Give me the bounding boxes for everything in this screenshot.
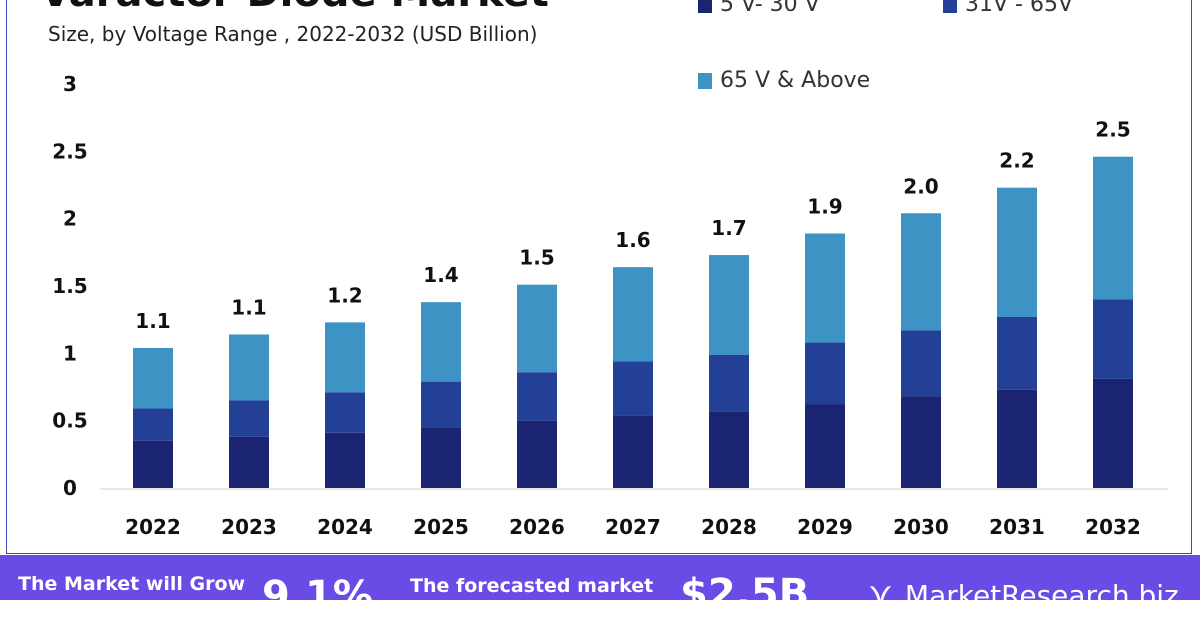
- bar-total-label: 1.1: [231, 295, 266, 319]
- bar-segment: [613, 415, 653, 488]
- forecast-label: The forecasted market: [410, 575, 654, 597]
- x-tick-label: 2027: [605, 515, 661, 539]
- bar-segment: [805, 404, 845, 488]
- bar-segment: [133, 440, 173, 488]
- chart-subtitle: Size, by Voltage Range , 2022-2032 (USD …: [48, 22, 538, 46]
- legend-swatch: [698, 0, 712, 13]
- grow-label: The Market will Grow: [18, 573, 246, 595]
- bar-segment: [805, 233, 845, 343]
- forecast-value: $2.5B: [680, 571, 810, 617]
- x-tick-label: 2022: [125, 515, 181, 539]
- bar-total-label: 2.0: [903, 174, 938, 198]
- bar-total-label: 1.2: [327, 283, 362, 307]
- bar-total-label: 1.5: [519, 246, 554, 270]
- bar-segment: [709, 255, 749, 355]
- x-tick-label: 2025: [413, 515, 469, 539]
- y-tick-label: 0.5: [52, 409, 87, 433]
- legend-swatch: [698, 72, 712, 89]
- legend-item-5v-30v: 5 V- 30 V: [698, 0, 820, 17]
- brand-name: MarketResearch.biz: [904, 578, 1179, 612]
- bar-segment: [325, 322, 365, 393]
- bar-segment: [997, 389, 1037, 488]
- bar-segment: [229, 400, 269, 437]
- cagr-value: 9.1%: [262, 573, 373, 619]
- x-tick-label: 2029: [797, 515, 853, 539]
- bar-segment: [229, 334, 269, 401]
- x-tick-label: 2031: [989, 515, 1045, 539]
- bar-segment: [421, 427, 461, 488]
- bar-segment: [709, 354, 749, 412]
- bar-segment: [613, 361, 653, 416]
- footer-banner: The Market will Grow 9.1% The forecasted…: [0, 555, 1200, 619]
- legend-item-31v-65v: 31V - 65V: [943, 0, 1073, 17]
- brand-logo: ⋎ MarketResearch.biz: [868, 575, 1179, 615]
- chart-frame: [6, 0, 1192, 554]
- bar-total-label: 1.4: [423, 263, 458, 287]
- bar-segment: [421, 302, 461, 382]
- bar-segment: [133, 408, 173, 441]
- x-tick-label: 2026: [509, 515, 565, 539]
- chart-title: Varactor Diode Market: [40, 0, 549, 16]
- bar-segment: [421, 381, 461, 428]
- bar-segment: [901, 330, 941, 397]
- y-tick-label: 2.5: [52, 139, 87, 163]
- bar-segment: [901, 396, 941, 488]
- y-tick-label: 2: [63, 207, 77, 231]
- x-tick-label: 2024: [317, 515, 373, 539]
- bar-segment: [709, 411, 749, 488]
- bar-segment: [613, 267, 653, 362]
- bar-total-label: 2.2: [999, 149, 1034, 173]
- bar-segment: [1093, 378, 1133, 488]
- bar-total-label: 1.6: [615, 228, 650, 252]
- x-tick-label: 2030: [893, 515, 949, 539]
- y-tick-label: 0: [63, 476, 77, 500]
- bar-segment: [997, 316, 1037, 390]
- bar-total-label: 1.1: [135, 309, 170, 333]
- y-tick-label: 3: [63, 72, 77, 96]
- bar-segment: [901, 213, 941, 331]
- bar-segment: [325, 392, 365, 433]
- legend-label: 31V - 65V: [965, 0, 1074, 17]
- bar-segment: [517, 284, 557, 373]
- bar-total-label: 2.5: [1095, 118, 1130, 142]
- bar-segment: [1093, 299, 1133, 379]
- x-tick-label: 2032: [1085, 515, 1141, 539]
- legend-swatch: [943, 0, 957, 13]
- legend-item-65v-above: 65 V & Above: [698, 68, 870, 93]
- logo-icon: ⋎: [868, 575, 893, 615]
- x-tick-label: 2028: [701, 515, 757, 539]
- bar-segment: [997, 187, 1037, 317]
- legend-label: 65 V & Above: [720, 68, 871, 93]
- x-tick-label: 2023: [221, 515, 277, 539]
- bar-total-label: 1.9: [807, 194, 842, 218]
- bar-segment: [133, 347, 173, 409]
- bar-total-label: 1.7: [711, 216, 746, 240]
- bar-segment: [805, 342, 845, 405]
- bar-segment: [517, 372, 557, 421]
- bar-segment: [229, 436, 269, 488]
- stacked-bar-chart: 0 0.5 1 1.5 2 2.5 3 1.1 2022 1.1 2023 1.2 2024 1.4 202…: [52, 72, 1168, 539]
- bar-segment: [1093, 156, 1133, 300]
- y-tick-label: 1.5: [52, 274, 87, 298]
- legend-label: 5 V- 30 V: [720, 0, 820, 17]
- bar-segment: [325, 432, 365, 488]
- y-tick-label: 1: [63, 341, 77, 365]
- bar-segment: [517, 420, 557, 488]
